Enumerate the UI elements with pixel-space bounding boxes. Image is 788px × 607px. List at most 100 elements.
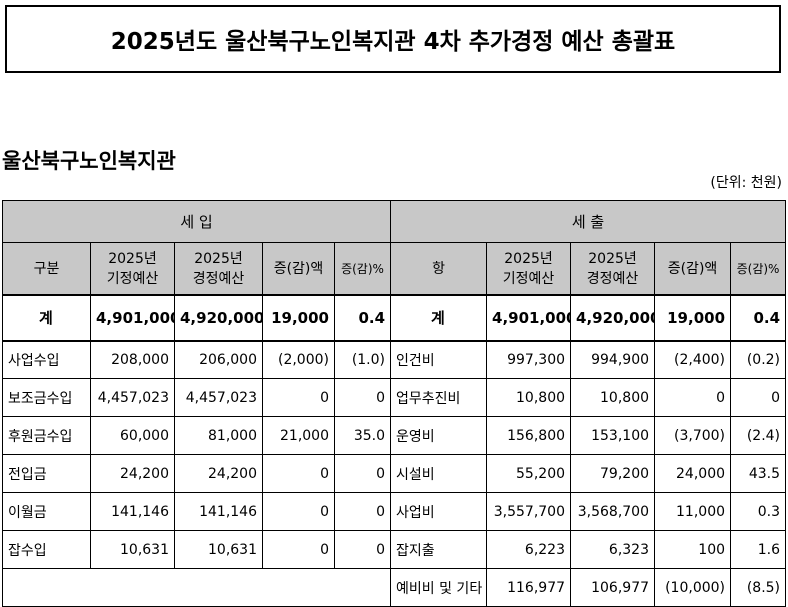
expense-item-original: 10,800 xyxy=(486,378,572,417)
expense-item-revised: 79,200 xyxy=(570,454,656,493)
income-item-label: 보조금수입 xyxy=(2,378,91,417)
income-total-revised: 4,920,000 xyxy=(174,293,263,341)
income-item-label: 전입금 xyxy=(2,454,91,493)
income-item-pct: 0 xyxy=(333,378,392,417)
income-item-revised: 206,000 xyxy=(174,339,263,379)
income-item-original: 10,631 xyxy=(90,530,175,569)
expense-item-label: 잡지출 xyxy=(390,530,488,569)
expense-item-pct: (2.4) xyxy=(730,416,787,455)
expense-item-original: 116,977 xyxy=(486,568,572,607)
expense-item-label: 업무추진비 xyxy=(390,378,488,417)
expense-category-header: 항 xyxy=(390,242,488,295)
income-item-diff: (2,000) xyxy=(262,339,335,379)
column-header-row: 구분 2025년 기정예산 2025년 경정예산 증(감)액 증(감)% 항 202… xyxy=(2,242,787,295)
table-row: 예비비 및 기타 116,977 106,977 (10,000) (8.5) xyxy=(1,568,787,607)
income-item-pct: 0 xyxy=(333,530,392,569)
expense-item-label: 시설비 xyxy=(390,454,488,493)
income-total-label: 계 xyxy=(2,293,91,341)
expense-item-pct: 0 xyxy=(730,378,787,417)
expense-item-revised: 106,977 xyxy=(570,568,656,607)
org-name: 울산북구노인복지관 xyxy=(2,149,176,173)
income-item-diff: 0 xyxy=(262,530,335,569)
income-item-original: 24,200 xyxy=(90,454,175,493)
expense-item-pct: (8.5) xyxy=(730,568,787,607)
expense-total-original: 4,901,000 xyxy=(486,293,572,341)
unit-note: (단위: 천원) xyxy=(710,175,782,191)
income-total-diff: 19,000 xyxy=(262,293,335,341)
expense-section-header: 세 출 xyxy=(390,200,787,243)
income-item-original: 141,146 xyxy=(90,492,175,531)
income-item-revised: 141,146 xyxy=(174,492,263,531)
income-item-label: 후원금수입 xyxy=(2,416,91,455)
budget-summary-table: 세 입 세 출 구분 2025년 기정예산 2025년 경정예산 증(감)액 증(감… xyxy=(1,200,787,607)
section-header-row: 세 입 세 출 xyxy=(1,200,787,243)
expense-item-revised: 3,568,700 xyxy=(570,492,656,531)
expense-item-label: 인건비 xyxy=(390,339,488,379)
table-row: 이월금 141,146 141,146 0 0 사업비 3,557,700 3,… xyxy=(2,492,787,531)
income-item-original: 60,000 xyxy=(90,416,175,455)
income-item-label: 이월금 xyxy=(2,492,91,531)
expense-item-pct: 43.5 xyxy=(730,454,787,493)
income-revised-header: 2025년 경정예산 xyxy=(174,242,263,295)
income-item-diff: 0 xyxy=(262,454,335,493)
expense-item-revised: 10,800 xyxy=(570,378,656,417)
expense-original-header: 2025년 기정예산 xyxy=(486,242,572,295)
table-row: 보조금수입 4,457,023 4,457,023 0 0 업무추진비 10,8… xyxy=(2,378,787,417)
income-item-diff: 21,000 xyxy=(262,416,335,455)
expense-diff-header: 증(감)액 xyxy=(654,242,732,295)
table-row: 후원금수입 60,000 81,000 21,000 35.0 운영비 156,… xyxy=(2,416,787,455)
income-item-diff: 0 xyxy=(262,492,335,531)
expense-item-diff: (2,400) xyxy=(654,339,732,379)
expense-item-label: 사업비 xyxy=(390,492,488,531)
expense-item-diff: 0 xyxy=(654,378,732,417)
income-item-revised: 24,200 xyxy=(174,454,263,493)
expense-item-label: 예비비 및 기타 xyxy=(390,568,488,607)
income-total-pct: 0.4 xyxy=(333,293,392,341)
income-item-revised: 4,457,023 xyxy=(174,378,263,417)
expense-total-revised: 4,920,000 xyxy=(570,293,656,341)
table-row: 전입금 24,200 24,200 0 0 시설비 55,200 79,200 … xyxy=(2,454,787,493)
income-category-header: 구분 xyxy=(2,242,91,295)
expense-total-pct: 0.4 xyxy=(730,293,787,341)
income-item-pct: 0 xyxy=(333,454,392,493)
expense-item-pct: 0.3 xyxy=(730,492,787,531)
expense-item-original: 6,223 xyxy=(486,530,572,569)
income-item-pct: (1.0) xyxy=(333,339,392,379)
expense-item-revised: 153,100 xyxy=(570,416,656,455)
expense-revised-header: 2025년 경정예산 xyxy=(570,242,656,295)
document-title: 2025년도 울산북구노인복지관 4차 추가경정 예산 총괄표 xyxy=(5,5,781,73)
income-item-original: 208,000 xyxy=(90,339,175,379)
expense-total-label: 계 xyxy=(390,293,488,341)
expense-item-revised: 994,900 xyxy=(570,339,656,379)
income-item-pct: 0 xyxy=(333,492,392,531)
expense-pct-header: 증(감)% xyxy=(730,242,787,295)
income-original-header: 2025년 기정예산 xyxy=(90,242,175,295)
total-row: 계 4,901,000 4,920,000 19,000 0.4 계 4,901… xyxy=(2,293,787,341)
income-item-label: 사업수입 xyxy=(2,339,91,379)
income-item-revised: 81,000 xyxy=(174,416,263,455)
expense-item-pct: (0.2) xyxy=(730,339,787,379)
expense-item-diff: 100 xyxy=(654,530,732,569)
income-section-header: 세 입 xyxy=(1,200,392,243)
income-pct-header: 증(감)% xyxy=(333,242,392,295)
table-row: 사업수입 208,000 206,000 (2,000) (1.0) 인건비 9… xyxy=(2,339,787,379)
income-item-empty xyxy=(1,568,392,607)
expense-item-diff: 11,000 xyxy=(654,492,732,531)
expense-item-diff: 24,000 xyxy=(654,454,732,493)
expense-item-revised: 6,323 xyxy=(570,530,656,569)
income-diff-header: 증(감)액 xyxy=(262,242,335,295)
expense-item-original: 3,557,700 xyxy=(486,492,572,531)
income-item-diff: 0 xyxy=(262,378,335,417)
expense-item-original: 997,300 xyxy=(486,339,572,379)
expense-item-pct: 1.6 xyxy=(730,530,787,569)
income-total-original: 4,901,000 xyxy=(90,293,175,341)
expense-total-diff: 19,000 xyxy=(654,293,732,341)
expense-item-diff: (10,000) xyxy=(654,568,732,607)
table-row: 잡수입 10,631 10,631 0 0 잡지출 6,223 6,323 10… xyxy=(2,530,787,569)
income-item-pct: 35.0 xyxy=(333,416,392,455)
expense-item-diff: (3,700) xyxy=(654,416,732,455)
expense-item-original: 156,800 xyxy=(486,416,572,455)
income-item-label: 잡수입 xyxy=(2,530,91,569)
expense-item-label: 운영비 xyxy=(390,416,488,455)
income-item-revised: 10,631 xyxy=(174,530,263,569)
